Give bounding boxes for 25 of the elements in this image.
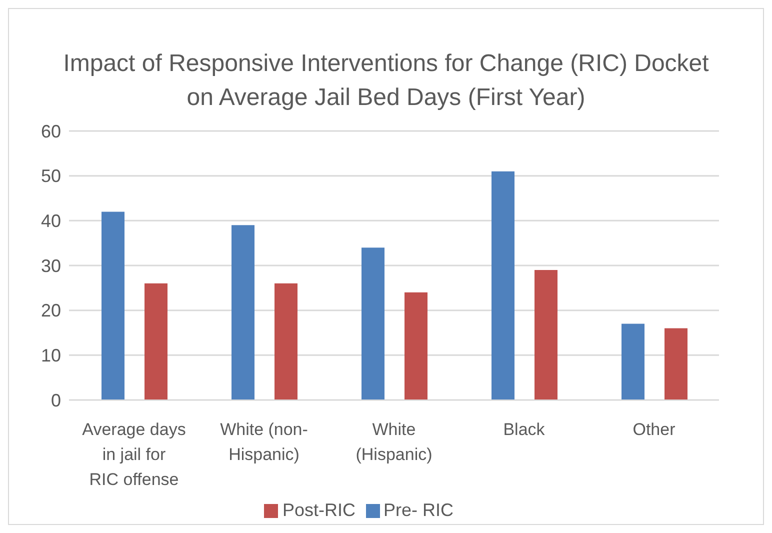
x-tick-label: White (non-Hispanic) [220,420,308,464]
y-tick-label: 40 [40,211,61,232]
bar [664,328,688,400]
bar [232,225,254,400]
y-tick-label: 0 [50,390,61,410]
bar [492,171,514,400]
y-tick-label: 50 [40,166,61,186]
bar [274,283,298,400]
legend-label: Post-RIC [282,500,356,520]
bar [362,248,384,400]
bar [622,324,644,400]
x-tick-label: Average days in jail for RIC offense [82,420,186,489]
bar [404,292,428,400]
chart-title: Impact of Responsive Interventions for Change (RIC) Docket on Average Jail Bed Days (First Year) [62,49,710,113]
y-tick-label: 30 [40,256,61,276]
bar [102,212,124,400]
y-tick-label: 10 [40,346,61,366]
x-tick-label: Other [632,420,676,439]
legend-label: Pre- RIC [384,500,454,520]
x-tick-label: Black [503,420,546,439]
y-tick-label: 20 [40,300,61,321]
x-tick-label: White (Hispanic) [356,420,432,464]
bar [534,270,558,400]
bar [144,283,168,400]
y-tick-label: 60 [40,121,61,142]
